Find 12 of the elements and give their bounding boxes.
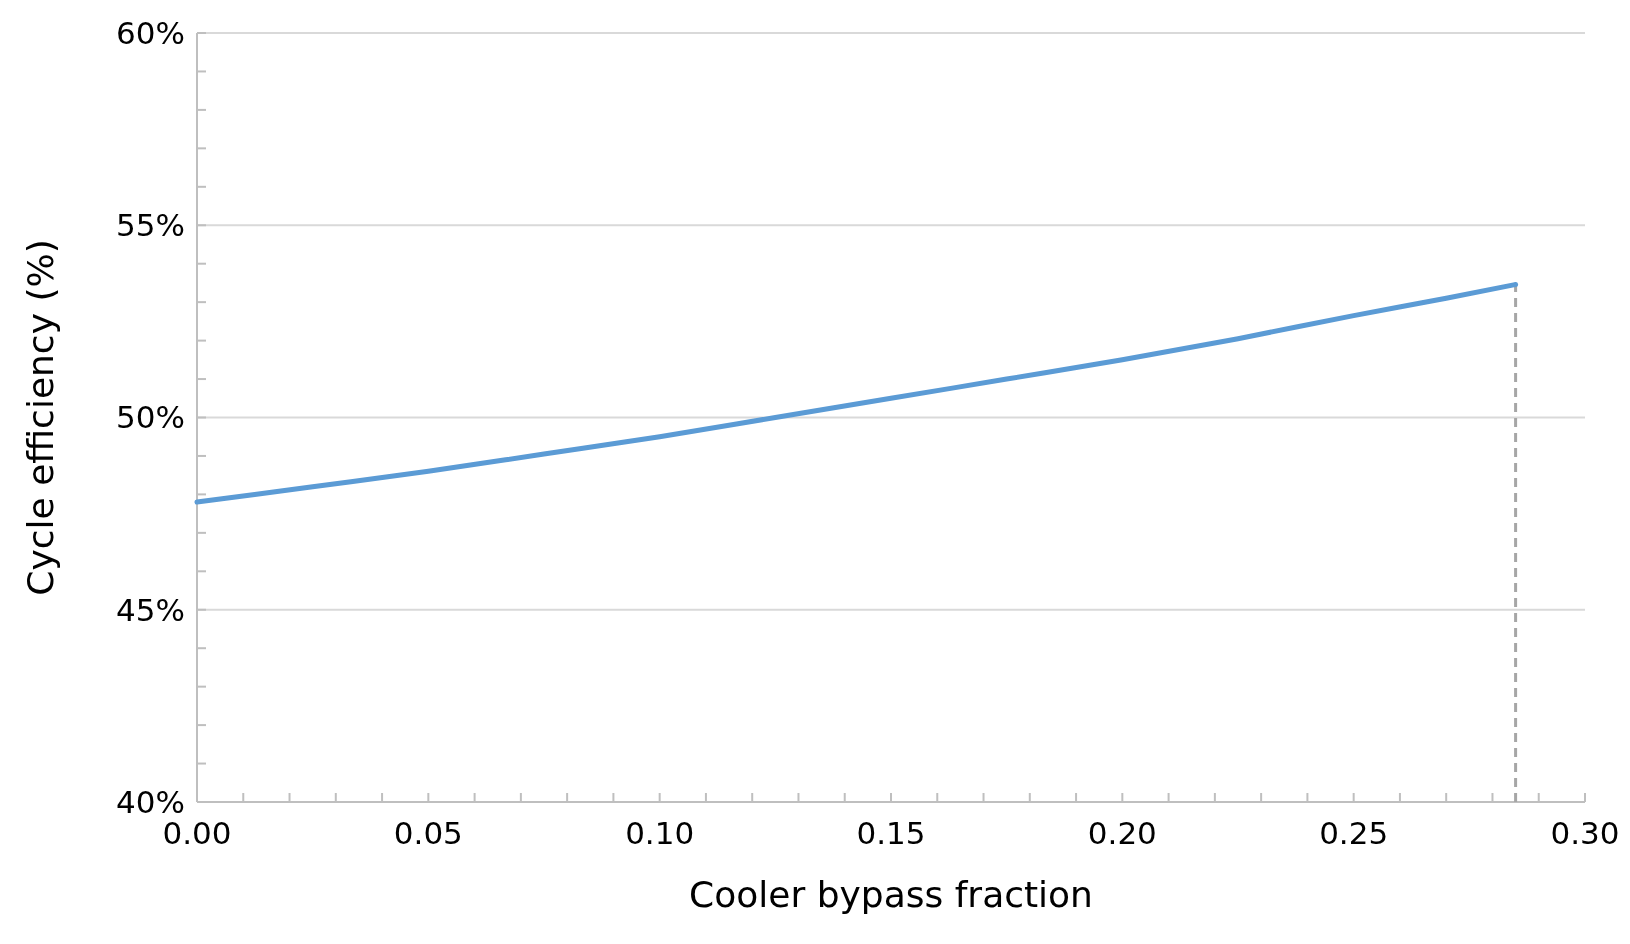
x-tick-label: 0.10 bbox=[625, 815, 695, 851]
y-tick-label: 55% bbox=[116, 207, 185, 244]
x-tick-label: 0.25 bbox=[1319, 815, 1389, 851]
y-tick-label: 50% bbox=[116, 399, 185, 436]
x-tick-label: 0.15 bbox=[856, 815, 926, 851]
y-axis-title: Cycle efficiency (%) bbox=[20, 239, 61, 596]
x-tick-label: 0.20 bbox=[1087, 815, 1157, 851]
x-axis-title: Cooler bypass fraction bbox=[689, 874, 1093, 915]
x-tick-label: 0.30 bbox=[1550, 815, 1620, 851]
y-tick-label: 45% bbox=[116, 591, 185, 628]
y-tick-label: 60% bbox=[116, 14, 185, 51]
x-tick-label: 0.05 bbox=[393, 815, 463, 851]
